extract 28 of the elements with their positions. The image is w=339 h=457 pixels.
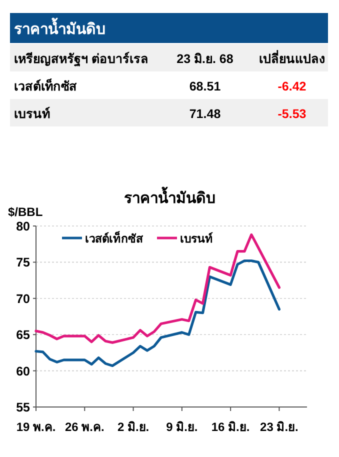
y-tick-label: 70 [16, 292, 30, 306]
y-tick-label: 60 [16, 364, 30, 378]
text: ราคาน้ำมันดิบ [14, 17, 106, 38]
y-tick-label: 65 [16, 328, 30, 342]
y-tick-label: 80 [16, 220, 30, 234]
chart-title: ราคาน้ำมันดิบ [124, 186, 216, 207]
x-tick-label: 19 พ.ค. [16, 420, 56, 434]
text: เวสต์เท็กซัส [14, 78, 77, 94]
y-tick-label: 55 [16, 400, 30, 414]
x-tick-label: 9 มิ.ย. [166, 420, 198, 434]
y-tick-label: 75 [16, 256, 30, 270]
text: 71.48 [189, 107, 221, 121]
text: เปลี่ยนแปลง [259, 50, 325, 66]
legend-label: เบรนท์ [180, 232, 213, 246]
legend-label: เวสต์เท็กซัส [85, 230, 144, 246]
text: 23 มิ.ย. 68 [176, 52, 234, 66]
y-axis-title: $/BBL [8, 205, 43, 219]
x-tick-label: 16 มิ.ย. [211, 420, 250, 434]
text: -5.53 [278, 107, 306, 121]
x-tick-label: 2 มิ.ย. [117, 420, 150, 434]
x-tick-label: 26 พ.ค. [64, 420, 104, 434]
text: -6.42 [278, 80, 306, 94]
text: เหรียญสหรัฐฯ ต่อบาร์เรล [14, 51, 148, 67]
x-tick-label: 23 มิ.ย. [260, 420, 298, 434]
line-series [34, 233, 281, 344]
text: เบรนท์ [14, 106, 50, 121]
text: 68.51 [189, 80, 221, 94]
line-series [34, 259, 281, 368]
